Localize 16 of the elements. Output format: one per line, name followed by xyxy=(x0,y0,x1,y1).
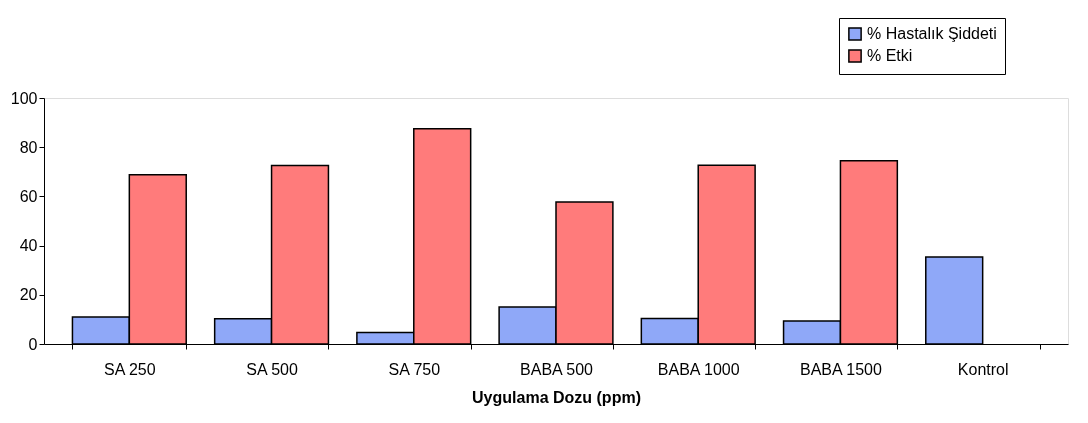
legend-label: % Etki xyxy=(867,47,913,64)
x-tick-label: BABA 1000 xyxy=(657,360,740,378)
y-tick-label: 60 xyxy=(19,187,38,205)
x-tick-label: SA 500 xyxy=(246,360,298,378)
y-tick-label: 0 xyxy=(28,335,38,353)
x-axis-title: Uygulama Dozu (ppm) xyxy=(472,388,641,406)
x-tick-label: Kontrol xyxy=(957,360,1009,378)
y-tick-label: 80 xyxy=(19,138,38,156)
legend-label: % Hastalık Şiddeti xyxy=(867,25,997,42)
x-tick-label: SA 250 xyxy=(104,360,156,378)
x-tick-label: SA 750 xyxy=(388,360,441,378)
x-tick-label: BABA 500 xyxy=(520,360,594,378)
x-tick-label: BABA 1500 xyxy=(800,360,882,378)
y-tick-label: 40 xyxy=(19,237,38,255)
y-tick-label: 20 xyxy=(19,286,38,304)
y-tick-label: 100 xyxy=(10,89,38,107)
